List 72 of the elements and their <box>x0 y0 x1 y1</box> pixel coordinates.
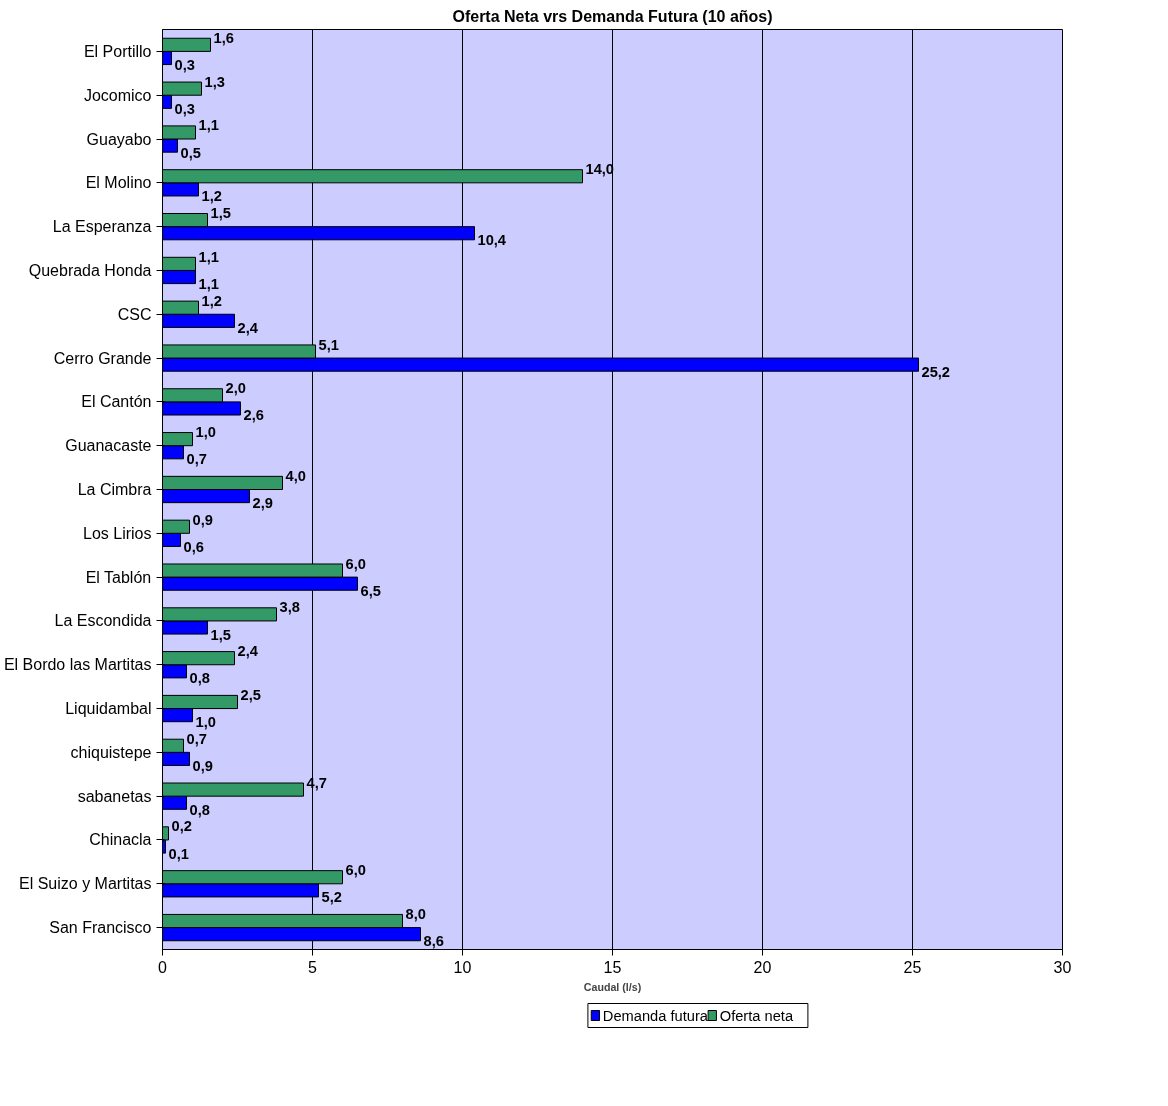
y-tick-label: El Portillo <box>83 42 152 60</box>
data-label: 0,9 <box>192 511 213 528</box>
data-label: 0,7 <box>186 451 207 468</box>
legend-label: Oferta neta <box>719 1007 794 1024</box>
data-label: 0,5 <box>180 144 201 161</box>
y-tick-label: El Molino <box>85 174 152 192</box>
x-tick-label: 5 <box>308 958 318 976</box>
data-label: 1,0 <box>195 714 216 731</box>
data-label: 1,2 <box>201 188 222 205</box>
data-label: 2,4 <box>237 643 259 660</box>
x-tick-label: 20 <box>753 958 772 976</box>
y-tick-label: Chinacla <box>89 831 152 849</box>
data-label: 0,6 <box>183 538 204 555</box>
data-label: 1,1 <box>198 248 219 265</box>
y-tick-label: La Cimbra <box>77 481 152 498</box>
y-tick-label: Cerro Grande <box>53 349 152 367</box>
y-tick-label: Quebrada Honda <box>28 261 152 279</box>
y-tick-label: chiquistepe <box>70 743 152 761</box>
x-tick-label: 30 <box>1053 958 1072 976</box>
chart-title: Oferta Neta vrs Demanda Futura (10 años) <box>452 7 773 25</box>
y-tick-label: El Suizo y Martitas <box>19 875 152 893</box>
data-label: 0,7 <box>186 730 207 747</box>
data-label: 2,4 <box>237 319 259 336</box>
x-axis-title: Caudal (l/s) <box>583 980 642 993</box>
y-tick-label: Liquidambal <box>65 700 152 718</box>
data-label: 1,0 <box>195 424 216 441</box>
y-tick-label: Guanacaste <box>65 437 152 455</box>
data-label: 1,3 <box>204 73 225 90</box>
data-label: 0,1 <box>168 845 189 862</box>
y-tick-label: El Tablón <box>85 568 152 586</box>
data-label: 2,5 <box>240 686 261 703</box>
y-tick-label: Guayabo <box>86 130 152 148</box>
x-tick-label: 25 <box>903 958 922 976</box>
data-label: 0,9 <box>192 757 213 774</box>
y-tick-label: El Cantón <box>81 393 152 411</box>
data-label: 3,8 <box>279 599 300 616</box>
data-label: 1,5 <box>210 626 231 643</box>
data-label: 10,4 <box>477 232 507 249</box>
data-label: 6,0 <box>345 862 366 879</box>
data-label: 2,0 <box>225 380 246 397</box>
data-label: 1,2 <box>201 292 222 309</box>
x-tick-label: 0 <box>158 958 168 976</box>
data-label: 0,8 <box>189 670 210 687</box>
data-label: 4,0 <box>285 467 306 484</box>
y-tick-label: CSC <box>117 305 152 323</box>
data-label: 1,1 <box>198 276 219 293</box>
data-label: 0,3 <box>174 100 195 117</box>
data-label: 5,1 <box>318 336 339 353</box>
y-tick-label: Los Lirios <box>83 524 152 542</box>
data-label: 5,2 <box>321 889 342 906</box>
data-label: 8,0 <box>405 906 426 923</box>
data-label: 2,6 <box>243 407 264 424</box>
y-tick-label: El Bordo las Martitas <box>3 656 152 674</box>
y-tick-label: La Esperanza <box>52 218 152 236</box>
data-label: 1,5 <box>210 205 231 222</box>
data-label: 1,1 <box>198 117 219 134</box>
data-label: 0,3 <box>174 56 195 73</box>
data-label: 0,8 <box>189 801 210 818</box>
y-tick-label: San Francisco <box>49 919 152 937</box>
data-label: 6,0 <box>345 555 366 572</box>
y-tick-label: sabanetas <box>77 787 152 805</box>
data-label: 8,6 <box>423 933 444 950</box>
x-tick-label: 10 <box>453 958 472 976</box>
data-label: 2,9 <box>252 495 273 512</box>
data-label: 1,6 <box>213 29 234 46</box>
data-label: 25,2 <box>921 363 951 380</box>
y-tick-label: Jocomico <box>83 86 152 104</box>
y-tick-label: La Escondida <box>54 612 152 630</box>
data-label: 6,5 <box>360 582 381 599</box>
data-label: 0,2 <box>171 818 192 835</box>
x-tick-label: 15 <box>603 958 622 976</box>
legend-label: Demanda futura <box>602 1007 709 1024</box>
